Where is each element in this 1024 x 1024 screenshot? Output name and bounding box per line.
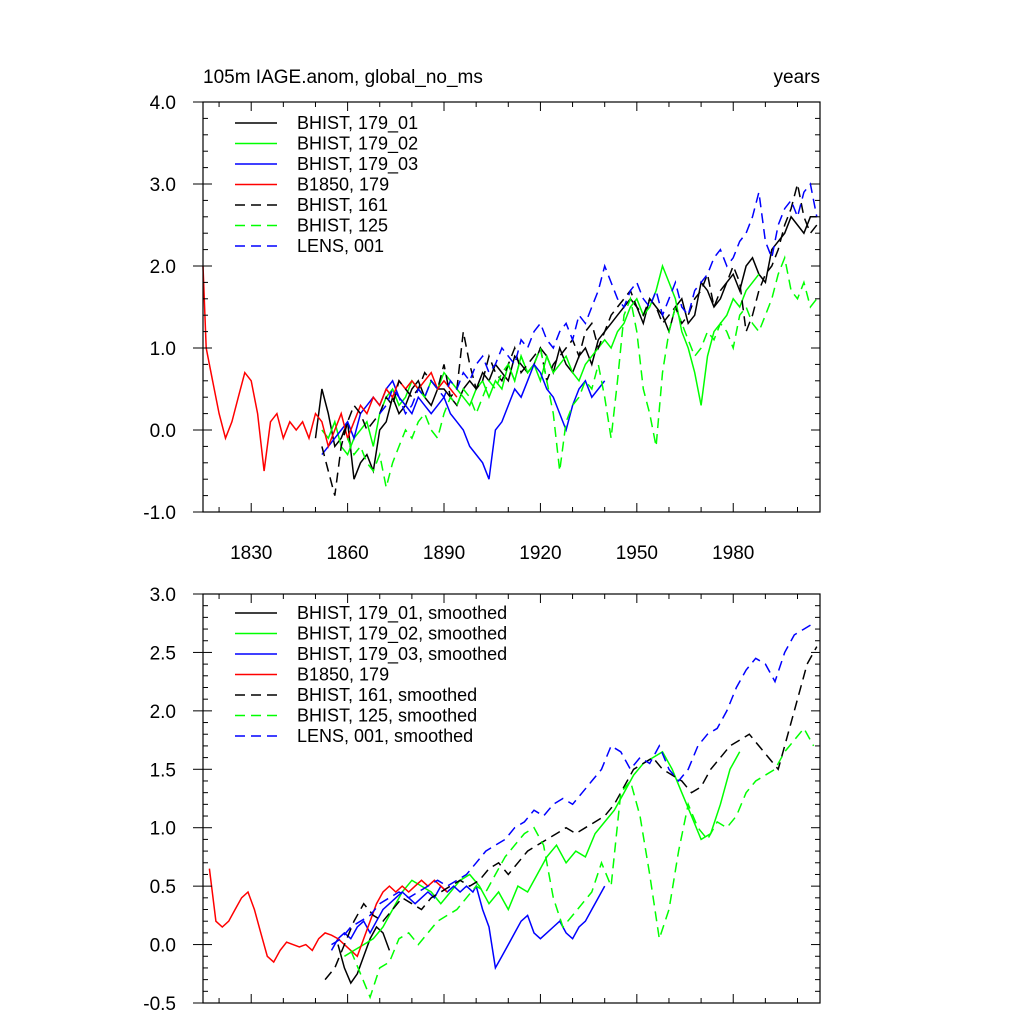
top-panel: 105m IAGE.anom, global_no_ms years 1830 1… [143, 67, 821, 564]
top-x-tick-label: 1830 [230, 543, 272, 564]
top-y-tick-label: 4.0 [150, 93, 176, 114]
top-series-line-3 [321, 362, 606, 480]
bottom-series-line-6 [350, 727, 815, 1000]
bottom-y-tick-label: 2.5 [150, 643, 176, 664]
top-legend-label-4: B1850, 179 [297, 175, 389, 195]
bottom-legend-label-4: B1850, 179 [297, 665, 389, 685]
top-legend-label-2: BHIST, 179_02 [297, 134, 418, 155]
bottom-y-tick-label: 1.0 [150, 819, 176, 840]
bottom-legend-label-7: LENS, 001, smoothed [297, 726, 473, 746]
top-units-label: years [774, 67, 820, 88]
top-series-line-7 [379, 182, 818, 416]
top-series-line-5 [321, 183, 818, 496]
bottom-legend-label-3: BHIST, 179_03, smoothed [297, 644, 507, 665]
top-legend-label-6: BHIST, 125 [297, 216, 388, 236]
top-x-tick-label: 1890 [423, 543, 465, 564]
top-legend-label-3: BHIST, 179_03 [297, 154, 418, 175]
top-y-tick-label: 0.0 [150, 421, 176, 442]
bottom-series-line-4 [208, 868, 448, 964]
bottom-series-line-2 [344, 750, 741, 957]
top-legend-label-5: BHIST, 161 [297, 195, 388, 215]
top-y-tick-label: 3.0 [150, 175, 176, 196]
bottom-series-line-3 [330, 884, 606, 971]
bottom-legend-label-6: BHIST, 125, smoothed [297, 706, 477, 726]
top-series-line-6 [346, 255, 818, 488]
bottom-panel: -0.5 0.0 0.5 1.0 1.5 2.0 2.5 3.0 BHIST, 179_01, … [143, 585, 821, 1015]
bottom-y-tick-label: 1.5 [150, 760, 176, 781]
bottom-legend-label-5: BHIST, 161, smoothed [297, 685, 477, 705]
bottom-y-tick-label: 2.0 [150, 702, 176, 723]
top-legend-label-7: LENS, 001 [297, 236, 384, 256]
bottom-series-line-1 [337, 925, 391, 985]
bottom-y-tick-label: 0.0 [150, 936, 176, 957]
bottom-legend-label-2: BHIST, 179_02, smoothed [297, 624, 507, 645]
top-series-line-1 [314, 215, 817, 480]
top-series-line-4 [202, 265, 458, 472]
bottom-y-tick-label: 3.0 [150, 585, 176, 606]
top-x-tick-label: 1980 [712, 543, 754, 564]
top-x-tick-label: 1860 [326, 543, 368, 564]
top-title: 105m IAGE.anom, global_no_ms [203, 67, 483, 88]
top-x-tick-label: 1950 [616, 543, 658, 564]
top-legend-label-1: BHIST, 179_01 [297, 113, 418, 134]
bottom-y-tick-label: -0.5 [143, 994, 176, 1015]
top-plot-frame [202, 101, 821, 513]
top-y-tick-label: -1.0 [143, 503, 176, 524]
top-y-tick-label: 2.0 [150, 257, 176, 278]
top-y-tick-label: 1.0 [150, 339, 176, 360]
top-x-tick-label: 1920 [519, 543, 561, 564]
bottom-legend-label-1: BHIST, 179_01, smoothed [297, 603, 507, 624]
bottom-y-tick-label: 0.5 [150, 877, 176, 898]
bottom-series-line-7 [331, 622, 814, 946]
bottom-series-line-5 [324, 646, 818, 981]
bottom-plot-frame [202, 593, 821, 1004]
